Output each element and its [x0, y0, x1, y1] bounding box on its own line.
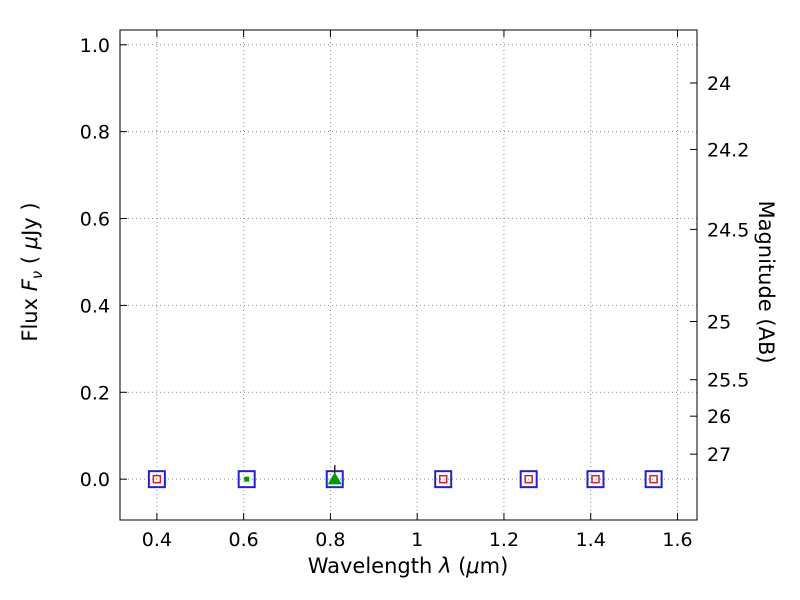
model-photometry-red-squares-marker [524, 474, 533, 484]
lambda-symbol: λ [438, 554, 452, 578]
y-tick-label-right: 25 [707, 311, 731, 333]
y-tick-label-left: 0.4 [80, 295, 110, 317]
observed-photometry-squares-marker [644, 470, 663, 489]
y-tick-label-right: 24.5 [707, 219, 749, 241]
y-axis-label-unit: Jy ) [17, 202, 42, 236]
x-tick-label: 0.8 [315, 529, 345, 551]
observed-photometry-squares-marker [519, 470, 538, 489]
model-photometry-red-squares-marker [591, 474, 600, 484]
magnitude-axis-label-text: Magnitude (AB) [754, 200, 778, 364]
upper-limit-triangle-marker [327, 472, 342, 485]
y-tick-label-left: 0.2 [80, 382, 110, 404]
model-photometry-red-squares-marker [152, 474, 162, 484]
mu-symbol: μ [466, 554, 480, 578]
y-tick-label-left: 0.6 [80, 209, 110, 231]
plot-border [119, 29, 698, 521]
observed-photometry-squares-marker [434, 470, 453, 489]
x-tick-label: 0.4 [142, 529, 172, 551]
model-photometry-green-point-marker [244, 476, 250, 482]
y-tick-label-right: 24.2 [707, 139, 749, 161]
y-axis-label-paren: ( [17, 249, 42, 271]
x-tick-label: 1.6 [662, 529, 692, 551]
y-axis-label-right: Magnitude (AB) [754, 200, 778, 363]
y-tick-label-right: 27 [707, 444, 731, 466]
x-tick-label: 0.6 [229, 529, 259, 551]
x-tick-label: 1.4 [576, 529, 606, 551]
observed-photometry-squares-marker [586, 470, 605, 489]
y-tick-label-left: 0.0 [80, 469, 110, 491]
y-axis-label-text: Flux [17, 291, 42, 342]
y-tick-label-right: 26 [707, 406, 731, 428]
y-axis-label-left: Flux Fν ( μJy ) [18, 202, 46, 341]
y-tick-label-right: 25.5 [707, 370, 749, 392]
model-photometry-red-squares-marker [649, 474, 658, 484]
observed-photometry-squares-marker [237, 470, 256, 489]
x-axis-label-paren: ( [451, 554, 467, 578]
observed-photometry-squares-marker [147, 470, 166, 489]
y-tick-label-left: 0.8 [80, 122, 110, 144]
x-tick-label: 1.2 [489, 529, 519, 551]
model-photometry-red-squares-marker [438, 474, 448, 484]
nu-subscript: ν [28, 270, 47, 280]
y-tick-label-left: 1.0 [80, 35, 110, 57]
y-tick-label-right: 24 [707, 73, 731, 95]
x-axis-label-unit: m) [479, 554, 509, 578]
x-axis-label-text: Wavelength [307, 554, 439, 578]
mu-symbol-left-axis: μ [17, 235, 42, 250]
x-axis-label: Wavelength λ (μm) [308, 554, 509, 578]
x-tick-label: 1 [411, 529, 423, 551]
flux-symbol: F [17, 279, 42, 292]
